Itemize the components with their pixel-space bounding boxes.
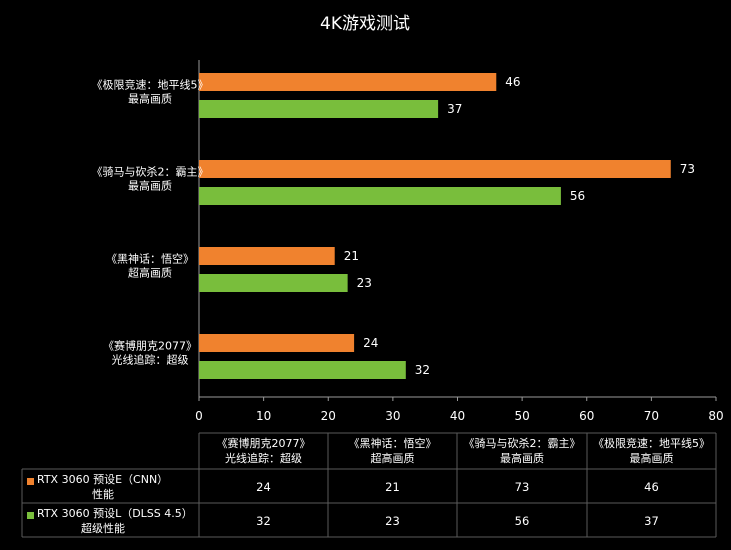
bar xyxy=(199,274,348,292)
x-tick-label: 30 xyxy=(385,409,400,423)
category-label: 最高画质 xyxy=(128,92,172,106)
x-tick-label: 60 xyxy=(579,409,594,423)
x-tick-label: 80 xyxy=(708,409,723,423)
category-label: 《黑神话：悟空》 xyxy=(106,252,194,266)
data-label: 73 xyxy=(680,162,695,176)
legend-label: RTX 3060 预设L（DLSS 4.5） xyxy=(37,507,193,520)
table-value-cell: 32 xyxy=(256,514,271,528)
legend-label: RTX 3060 预设E（CNN） xyxy=(37,473,168,486)
category-label: 最高画质 xyxy=(128,179,172,193)
x-tick-label: 50 xyxy=(514,409,529,423)
legend-label: 性能 xyxy=(92,487,114,501)
legend-label: 超级性能 xyxy=(81,521,125,535)
data-label: 37 xyxy=(447,102,462,116)
table-value-cell: 24 xyxy=(256,480,271,494)
table-header-cell: 《赛博朋克2077》 xyxy=(217,436,311,450)
category-label: 光线追踪：超级 xyxy=(112,353,189,367)
bar xyxy=(199,187,561,205)
x-tick-label: 10 xyxy=(256,409,271,423)
data-label: 24 xyxy=(363,336,378,350)
bar xyxy=(199,361,406,379)
table-header-cell: 《极限竞速：地平线5》 xyxy=(593,436,710,450)
bar xyxy=(199,160,671,178)
x-tick-label: 0 xyxy=(195,409,203,423)
table-value-cell: 56 xyxy=(515,514,530,528)
bar xyxy=(199,73,497,91)
chart-title: 4K游戏测试 xyxy=(320,14,410,34)
data-label: 21 xyxy=(344,249,359,263)
table-header-cell: 超高画质 xyxy=(371,451,415,465)
category-label: 超高画质 xyxy=(128,266,172,280)
table-header-cell: 最高画质 xyxy=(630,451,674,465)
data-label: 32 xyxy=(415,363,430,377)
x-tick-label: 40 xyxy=(450,409,465,423)
table-value-cell: 23 xyxy=(385,514,400,528)
data-label: 56 xyxy=(570,189,585,203)
bar xyxy=(199,334,355,352)
category-label: 《极限竞速：地平线5》 xyxy=(92,78,209,92)
x-tick-label: 70 xyxy=(644,409,659,423)
table-header-cell: 《骑马与砍杀2：霸主》 xyxy=(464,436,581,450)
table-value-cell: 73 xyxy=(515,480,530,494)
category-label: 《骑马与砍杀2：霸主》 xyxy=(92,165,209,179)
bar xyxy=(199,247,335,265)
plot-area: 0 10 20 30 40 50 60 70 80 46 37 《极限竞速：地平线5》最高画质 73 56… xyxy=(92,60,724,423)
legend-swatch xyxy=(27,478,34,485)
bar xyxy=(199,100,439,118)
data-table: 《赛博朋克2077》光线追踪：超级 《黑神话：悟空》超高画质 《骑马与砍杀2：霸主》… xyxy=(21,432,717,538)
table-value-cell: 37 xyxy=(644,514,659,528)
table-header-cell: 最高画质 xyxy=(500,451,544,465)
data-label: 46 xyxy=(505,75,520,89)
legend-swatch xyxy=(27,512,34,519)
table-header-cell: 《黑神话：悟空》 xyxy=(349,436,437,450)
x-tick-label: 20 xyxy=(321,409,336,423)
data-label: 23 xyxy=(357,276,372,290)
table-header-cell: 光线追踪：超级 xyxy=(225,451,302,465)
category-label: 《赛博朋克2077》 xyxy=(103,339,197,353)
table-value-cell: 21 xyxy=(385,480,400,494)
table-value-cell: 46 xyxy=(644,480,659,494)
